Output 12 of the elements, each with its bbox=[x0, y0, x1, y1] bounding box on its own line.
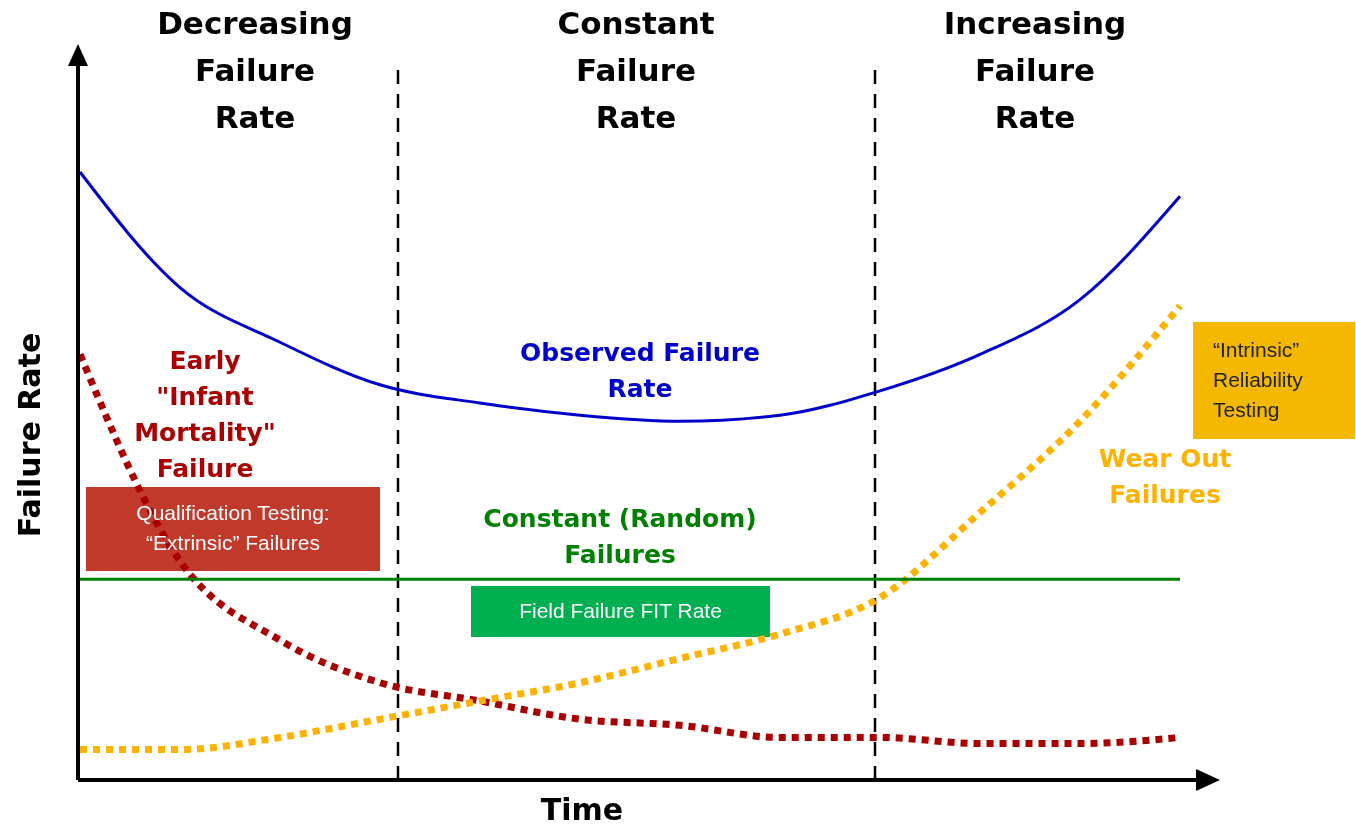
text: “Intrinsic” Reliability Testing bbox=[1213, 337, 1304, 421]
series-label: Observed Failure Rate bbox=[520, 338, 760, 403]
y-axis-title: Failure Rate bbox=[12, 332, 47, 538]
series-label: Wear Out Failures bbox=[1098, 444, 1232, 509]
series-label: Constant (Random) Failures bbox=[483, 504, 757, 569]
text: Decreasing Failure Rate bbox=[157, 4, 353, 135]
text: Increasing Failure Rate bbox=[943, 4, 1127, 135]
annotation: Qualification Testing: “Extrinsic” Failures bbox=[136, 500, 330, 554]
text: Constant Failure Rate bbox=[557, 4, 715, 135]
series-label: Early "Infant Mortality" Failure bbox=[134, 346, 276, 483]
annotation: Field Failure FIT Rate bbox=[519, 598, 722, 622]
x-axis-title: Time bbox=[540, 792, 624, 827]
